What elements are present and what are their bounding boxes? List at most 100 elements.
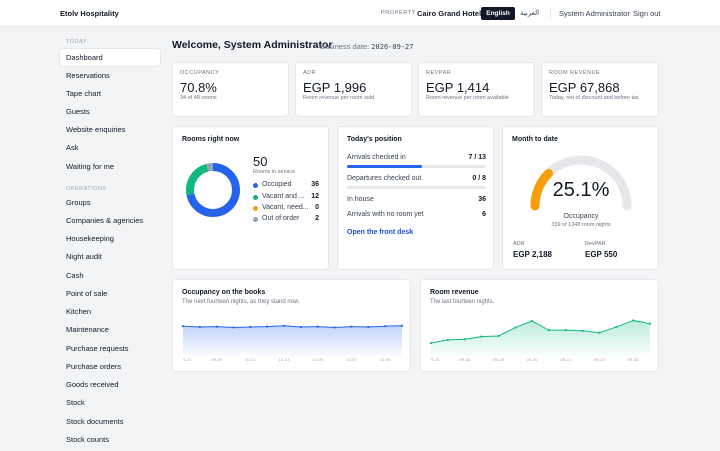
legend-dot [253,206,258,211]
departures-progress-bar [347,186,486,189]
kpi-card-room-revenue: ROOM REVENUE EGP 67,868 Today, net of di… [541,62,659,117]
chart-point-0 [429,341,433,345]
sidebar-item-kitchen[interactable]: Kitchen [66,307,92,316]
gauge-value: 25.1% [552,179,610,201]
business-date-label: Business date: [320,42,370,51]
rooms-donut-chart [186,163,240,217]
sidebar-item-dashboard[interactable]: Dashboard [60,49,160,66]
sidebar-item-maintenance[interactable]: Maintenance [66,325,109,334]
sidebar-item-cash[interactable]: Cash [66,271,84,280]
legend-label: Vacant, need... [262,204,309,211]
chart-area [183,325,402,356]
sidebar-item-waiting-for-me[interactable]: Waiting for me [66,162,115,171]
x-tick-label: 09-22 [560,357,572,362]
chart-point-4 [249,325,252,329]
chart-point-13 [648,322,652,325]
chart-point-11 [367,325,370,329]
sidebar-item-night-audit[interactable]: Night audit [66,252,102,261]
rooms-total-label: Rooms in service [253,169,296,175]
sidebar: TODAY Dashboard Reservations Tape chart … [60,27,162,451]
kpi-subtext: Today, net of discount and before tax [549,95,639,101]
sidebar-item-guests[interactable]: Guests [66,107,90,116]
chart-point-2 [215,325,218,328]
sidebar-item-stock-counts[interactable]: Stock counts [66,435,109,444]
legend-label: Occupied [262,181,292,188]
sidebar-item-stock[interactable]: Stock [66,398,85,407]
sidebar-item-purchase-requests[interactable]: Purchase requests [66,344,129,353]
kpi-value: EGP 1,996 [303,80,367,95]
departures-row: Departures checked out 0 / 8 [347,175,486,182]
legend-row-out-of-order: Out of order 2 [253,215,319,225]
gauge-fill [530,168,554,211]
language-arabic-button[interactable]: العربية [520,10,540,17]
sidebar-item-housekeeping[interactable]: Housekeeping [66,234,114,243]
noroom-label: Arrivals with no room yet [347,211,424,218]
inhouse-row: In house 36 [347,196,486,203]
legend-label: Vacant and ... [262,193,305,200]
user-name[interactable]: System Administrator [559,9,630,18]
open-front-desk-link[interactable]: Open the front desk [347,229,414,236]
todays-position-card: Today's position Arrivals checked in 7 /… [337,126,494,270]
chart-point-6 [282,324,286,327]
sidebar-item-ask[interactable]: Ask [66,143,79,152]
room-revenue-card: Room revenue The last fourteen nights. 9… [420,279,659,372]
x-tick-label: 10-07 [346,357,358,362]
sidebar-item-purchase-orders[interactable]: Purchase orders [66,362,122,371]
chart-line [182,325,403,328]
chart-point-11 [615,325,618,329]
gauge-label: Occupancy [563,213,599,220]
card-title: Today's position [347,136,402,143]
sidebar-item-point-of-sale[interactable]: Point of sale [66,289,108,298]
kpi-label: ROOM REVENUE [549,70,601,76]
chart-point-0 [181,325,185,328]
arrivals-progress-bar [347,165,486,168]
legend-value: 12 [311,193,319,200]
chart-point-1 [198,325,201,329]
legend-dot [253,195,258,200]
kpi-value: 70.8% [180,80,217,95]
legend-row-vacant-dirty: Vacant, need... 0 [253,204,319,214]
inhouse-label: In house [347,196,374,203]
arrivals-label: Arrivals checked in [347,154,406,161]
x-tick-label: 10-01 [245,357,257,362]
kpi-subtext: Room revenue per room available [426,95,509,101]
mtd-adr-value: EGP 2,188 [513,250,552,259]
arrivals-row: Arrivals checked in 7 / 13 [347,154,486,161]
chart-point-8 [316,325,319,328]
sidebar-item-goods-received[interactable]: Goods received [66,380,119,389]
sidebar-item-groups[interactable]: Groups [66,198,91,207]
chart-subtitle: The next fourteen nights, as they stand … [182,299,300,305]
sidebar-item-website-enquiries[interactable]: Website enquiries [66,125,126,134]
sidebar-item-companies-agencies[interactable]: Companies & agencies [66,216,144,225]
x-tick-label: 9-27 [183,357,192,362]
chart-point-3 [480,335,483,338]
x-tick-label: 10-03 [279,357,291,362]
kpi-subtext: 34 of 48 rooms [180,95,217,101]
sidebar-item-stock-documents[interactable]: Stock documents [66,417,124,426]
brand-logo[interactable]: Etolv Hospitality [60,9,119,18]
chart-area [431,320,650,356]
property-label: PROPERTY [381,10,416,16]
chart-point-7 [299,325,303,329]
gauge-subtext: 339 of 1348 room nights [551,222,611,228]
language-english-button[interactable]: English [481,7,515,20]
mtd-revpar-label: RevPAR [585,241,606,247]
kpi-card-occupancy: OCCUPANCY 70.8% 34 of 48 rooms [172,62,289,117]
kpi-subtext: Room revenue per room sold [303,95,375,101]
sidebar-item-tape-chart[interactable]: Tape chart [66,89,102,98]
sign-out-link[interactable]: Sign out [633,9,661,18]
x-tick-label: 09-24 [594,357,606,362]
chart-point-8 [564,329,567,332]
legend-value: 0 [315,204,319,211]
chart-point-5 [514,326,517,329]
x-tick-label: 09-16 [459,357,471,362]
sidebar-heading-operations: OPERATIONS [66,186,107,192]
chart-point-5 [266,325,269,328]
kpi-label: REVPAR [426,70,452,76]
x-tick-label: 09-20 [527,357,539,362]
donut-slice-0 [186,163,240,217]
sidebar-item-reservations[interactable]: Reservations [66,71,110,80]
property-selector[interactable]: Cairo Grand Hotel [417,9,482,18]
mtd-revpar-value: EGP 550 [585,250,618,259]
departures-value: 0 / 8 [472,175,486,182]
